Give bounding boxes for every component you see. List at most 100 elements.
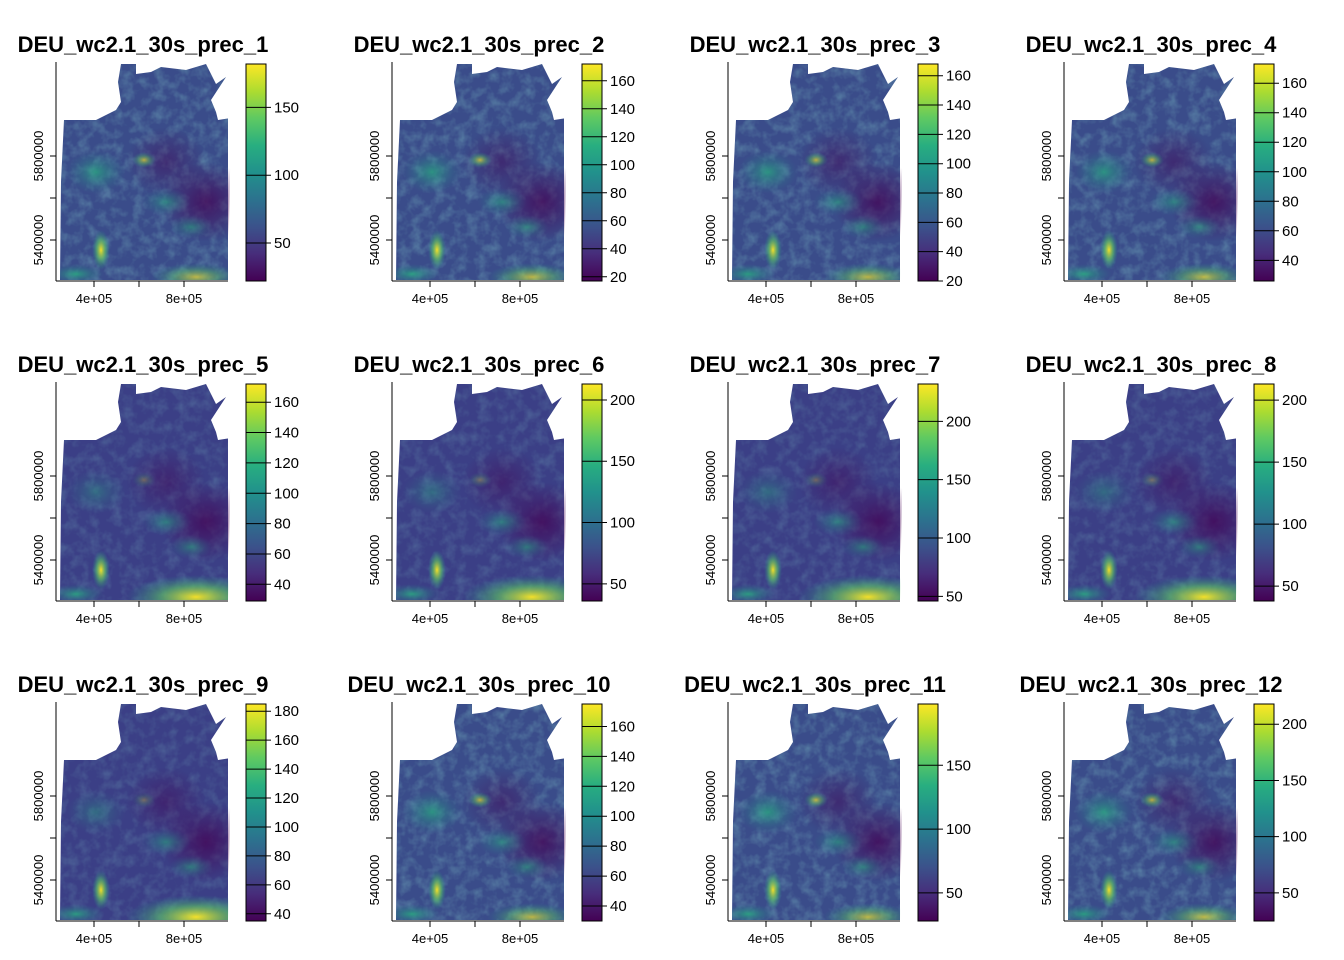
legend-tick-label: 150 — [946, 757, 971, 774]
legend-tick-label: 50 — [946, 588, 963, 605]
panel-title: DEU_wc2.1_30s_prec_11 — [684, 672, 946, 697]
map-panel: DEU_wc2.1_30s_prec_3 4e+05 8e+05 5400000 580… — [690, 32, 971, 306]
map-panel: DEU_wc2.1_30s_prec_7 4e+05 8e+05 5400000 580… — [690, 352, 971, 626]
color-legend: 50 100 150 200 — [917, 383, 971, 605]
map-panel: DEU_wc2.1_30s_prec_10 4e+05 8e+05 5400000 58… — [348, 672, 636, 946]
legend-tick-label: 40 — [274, 906, 291, 923]
map-panel: DEU_wc2.1_30s_prec_6 4e+05 8e+05 5400000 580… — [354, 352, 635, 626]
y-tick-label: 5400000 — [703, 855, 718, 906]
legend-tick-label: 150 — [946, 472, 971, 489]
legend-tick-label: 50 — [274, 235, 291, 252]
legend-tick-label: 20 — [946, 273, 963, 290]
map-panel: DEU_wc2.1_30s_prec_11 4e+05 8e+05 5400000 58… — [684, 672, 971, 946]
raster-map — [60, 384, 231, 600]
legend-tick-label: 120 — [946, 126, 971, 143]
y-tick-label: 5400000 — [703, 215, 718, 266]
panel-title: DEU_wc2.1_30s_prec_6 — [354, 352, 605, 377]
legend-tick-label: 40 — [946, 244, 963, 261]
y-tick-label: 5800000 — [367, 771, 382, 822]
legend-tick-label: 60 — [274, 877, 291, 894]
axes: 4e+05 8e+05 5400000 5800000 — [703, 382, 900, 626]
x-tick-label: 8e+05 — [166, 291, 203, 306]
legend-tick-label: 50 — [946, 885, 963, 902]
raster-map — [396, 64, 567, 280]
y-tick-label: 5800000 — [31, 771, 46, 822]
legend-tick-label: 80 — [1282, 193, 1299, 210]
legend-tick-label: 140 — [946, 97, 971, 114]
axes: 4e+05 8e+05 5400000 5800000 — [31, 382, 228, 626]
legend-tick-label: 60 — [1282, 223, 1299, 240]
y-tick-label: 5400000 — [31, 855, 46, 906]
x-tick-label: 4e+05 — [748, 291, 785, 306]
map-panel: DEU_wc2.1_30s_prec_1 4e+05 8e+05 5400000 580… — [18, 32, 299, 306]
legend-tick-label: 150 — [1282, 454, 1307, 471]
color-legend: 50 100 150 200 — [581, 383, 635, 602]
y-tick-label: 5800000 — [1039, 131, 1054, 182]
legend-tick-label: 80 — [274, 848, 291, 865]
x-tick-label: 8e+05 — [838, 291, 875, 306]
panel-title: DEU_wc2.1_30s_prec_7 — [690, 352, 941, 377]
legend-tick-label: 100 — [946, 821, 971, 838]
x-tick-label: 8e+05 — [1174, 291, 1211, 306]
axes: 4e+05 8e+05 5400000 5800000 — [703, 62, 900, 306]
y-tick-label: 5400000 — [703, 535, 718, 586]
legend-tick-label: 40 — [610, 898, 627, 915]
raster-map — [396, 704, 567, 920]
legend-tick-label: 160 — [610, 73, 635, 90]
raster-map — [396, 384, 567, 600]
x-tick-label: 8e+05 — [502, 611, 539, 626]
legend-tick-label: 50 — [610, 576, 627, 593]
y-tick-label: 5400000 — [367, 215, 382, 266]
y-tick-label: 5400000 — [367, 855, 382, 906]
legend-tick-label: 140 — [274, 425, 299, 442]
y-tick-label: 5400000 — [1039, 215, 1054, 266]
legend-tick-label: 40 — [1282, 252, 1299, 269]
y-tick-label: 5800000 — [31, 131, 46, 182]
legend-tick-label: 150 — [610, 453, 635, 470]
legend-tick-label: 120 — [610, 129, 635, 146]
axes: 4e+05 8e+05 5400000 5800000 — [367, 702, 564, 946]
legend-tick-label: 60 — [610, 213, 627, 230]
raster-map — [1068, 704, 1239, 920]
axes: 4e+05 8e+05 5400000 5800000 — [31, 62, 228, 306]
legend-tick-label: 100 — [1282, 164, 1307, 181]
legend-tick-label: 120 — [274, 455, 299, 472]
legend-tick-label: 160 — [610, 718, 635, 735]
panel-title: DEU_wc2.1_30s_prec_5 — [18, 352, 269, 377]
axes: 4e+05 8e+05 5400000 5800000 — [1039, 62, 1236, 306]
legend-tick-label: 80 — [610, 185, 627, 202]
y-tick-label: 5800000 — [367, 451, 382, 502]
panel-title: DEU_wc2.1_30s_prec_10 — [348, 672, 611, 697]
y-tick-label: 5400000 — [1039, 855, 1054, 906]
legend-tick-label: 40 — [274, 576, 291, 593]
legend-tick-label: 50 — [1282, 578, 1299, 595]
raster-map — [60, 704, 231, 920]
legend-tick-label: 140 — [1282, 105, 1307, 122]
legend-tick-label: 80 — [610, 838, 627, 855]
color-legend: 50 100 150 — [917, 703, 971, 922]
y-tick-label: 5800000 — [703, 451, 718, 502]
color-legend: 40 60 80 100 120 140 160 — [1253, 63, 1307, 282]
color-legend: 50 100 150 200 — [1253, 383, 1307, 602]
x-tick-label: 4e+05 — [412, 611, 449, 626]
x-tick-label: 8e+05 — [1174, 931, 1211, 946]
legend-tick-label: 100 — [610, 808, 635, 825]
color-legend: 20 40 60 80 100 120 140 160 — [917, 63, 971, 290]
y-tick-label: 5800000 — [31, 451, 46, 502]
x-tick-label: 4e+05 — [1084, 291, 1121, 306]
map-panel: DEU_wc2.1_30s_prec_12 4e+05 8e+05 5400000 58… — [1020, 672, 1308, 946]
raster-map — [1068, 64, 1239, 280]
x-tick-label: 8e+05 — [838, 931, 875, 946]
axes: 4e+05 8e+05 5400000 5800000 — [367, 382, 564, 626]
legend-tick-label: 60 — [274, 546, 291, 563]
color-legend: 40 60 80 100 120 140 160 180 — [245, 703, 299, 923]
axes: 4e+05 8e+05 5400000 5800000 — [31, 702, 228, 946]
x-tick-label: 4e+05 — [76, 931, 113, 946]
x-tick-label: 8e+05 — [166, 931, 203, 946]
y-tick-label: 5400000 — [367, 535, 382, 586]
raster-map — [1068, 384, 1239, 600]
map-panel: DEU_wc2.1_30s_prec_5 4e+05 8e+05 5400000 580… — [18, 352, 299, 626]
y-tick-label: 5400000 — [31, 535, 46, 586]
legend-tick-label: 200 — [1282, 716, 1307, 733]
